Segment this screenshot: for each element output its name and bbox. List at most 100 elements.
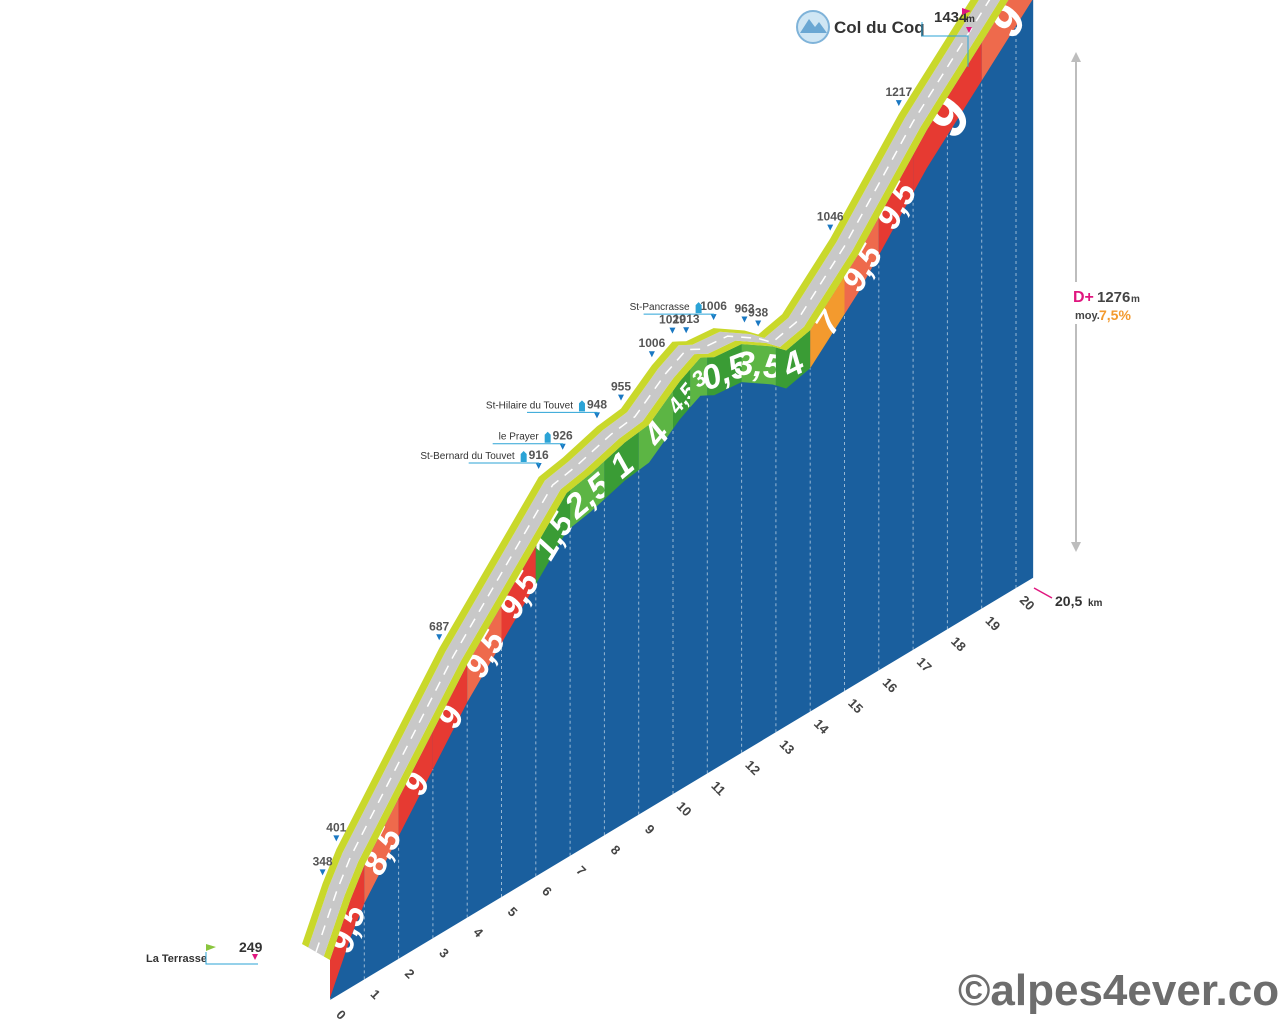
- road-surface: [308, 0, 1001, 957]
- climb-value: 1276: [1097, 289, 1130, 306]
- gradient-segment: [501, 546, 536, 644]
- altitude-marker: [827, 224, 834, 231]
- start-altitude: 249: [239, 939, 263, 955]
- gradient-segment: [432, 664, 468, 770]
- altitude-marker: [683, 327, 690, 334]
- gradient-segment: [638, 390, 673, 471]
- start-label-group: La Terrasse 249: [146, 939, 263, 965]
- km-tick-label: 12: [742, 757, 763, 778]
- km-tick-label: 14: [811, 716, 832, 737]
- km-tick-label: 16: [880, 675, 901, 696]
- place-leader-line: [643, 313, 715, 317]
- climb-unit: m: [1131, 294, 1140, 305]
- km-tick-label: 9: [642, 822, 658, 838]
- village-icon: [578, 400, 585, 412]
- km-tick-label: 8: [608, 842, 624, 858]
- gradient-segment: [604, 432, 639, 500]
- altitude-marker: [319, 869, 326, 876]
- road-centerline: [315, 0, 991, 953]
- climb-stats-bg: [1068, 282, 1144, 324]
- altitude-marker: [617, 394, 624, 401]
- place-name: St-Pancrasse: [630, 302, 690, 313]
- start-name: La Terrasse: [146, 953, 207, 965]
- km-tick-label: 2: [402, 966, 418, 982]
- place-name: St-Hilaire du Touvet: [486, 400, 573, 411]
- km-tick-label: 3: [436, 945, 452, 961]
- km-tick-label: 4: [471, 925, 487, 941]
- gradient-segment: [707, 344, 742, 396]
- altitude-label: 1006: [700, 299, 727, 313]
- km-tick-label: 19: [982, 613, 1003, 634]
- arrow-down-icon: [1071, 542, 1081, 552]
- summit-leader-line: [921, 22, 969, 67]
- altitude-label: 916: [529, 448, 549, 462]
- altitude-marker: [593, 412, 600, 419]
- altitude-label: 955: [611, 380, 631, 394]
- gradient-segment: [741, 344, 776, 386]
- altitude-label: 1046: [817, 210, 844, 224]
- place-name: le Prayer: [499, 432, 540, 443]
- altitude-marker: [710, 314, 717, 321]
- climb-prefix: D+: [1073, 289, 1094, 306]
- km-tick-label: 20: [1017, 592, 1038, 613]
- start-marker-icon: [252, 954, 258, 960]
- altitude-marker: [333, 835, 340, 842]
- gradient-segment: [775, 330, 811, 389]
- profile-face: [330, 0, 1034, 1000]
- distance-marker-line: [1033, 587, 1053, 599]
- km-tick-label: 17: [914, 654, 935, 675]
- place-labels-group: St-Bernard du Touvet le Prayer St-Hilaire …: [420, 302, 715, 466]
- altitude-label: 348: [313, 854, 333, 868]
- km-tick-label: 5: [505, 904, 521, 920]
- climb-stats-group: D+ 1276 m moy. 7,5%: [1068, 52, 1144, 552]
- altitude-marker: [436, 634, 443, 641]
- gradient-segment: [913, 42, 982, 193]
- gradient-segment: [810, 276, 845, 369]
- km-tick-label: 0: [333, 1007, 349, 1023]
- km-tick-label: 13: [777, 737, 798, 758]
- avg-value: 7,5%: [1099, 307, 1131, 323]
- km-tick-label: 18: [948, 634, 969, 655]
- altitude-marker: [755, 320, 762, 327]
- place-leader-line: [526, 411, 598, 415]
- avg-prefix: moy.: [1075, 310, 1100, 322]
- village-icon: [695, 302, 702, 314]
- arrow-up-icon: [1071, 52, 1081, 62]
- summit-altitude-unit: m: [966, 14, 975, 25]
- km-tick-label: 15: [845, 695, 866, 716]
- km-tick-label: 6: [539, 883, 555, 899]
- start-flag-icon: [206, 944, 216, 951]
- summit-name: Col du Coq: [834, 18, 925, 37]
- altitude-label: 1217: [885, 85, 912, 99]
- gradient-segment: [878, 155, 914, 256]
- km-tick-label: 11: [708, 778, 728, 798]
- altitude-marker: [559, 443, 566, 450]
- altitude-label: 926: [553, 429, 573, 443]
- altitude-marker: [895, 100, 902, 107]
- profile-face-group: [330, 0, 1034, 1000]
- km-dash-lines-group: [329, 25, 1017, 1000]
- altitude-label: 1029: [659, 313, 686, 327]
- watermark: ©alpes4ever.com: [958, 966, 1280, 1015]
- km-tick-label: 1: [368, 986, 384, 1002]
- summit-marker-icon: [966, 27, 972, 33]
- place-leader-line: [468, 462, 540, 466]
- summit-flag-icon: [962, 8, 971, 15]
- km-tick-label: 7: [573, 863, 589, 879]
- gradient-segment: [981, 0, 1033, 81]
- gradient-segment: [398, 731, 433, 837]
- gradient-segment: [844, 217, 879, 315]
- summit-altitude: 1434: [934, 9, 968, 26]
- village-icon: [544, 431, 551, 443]
- gradient-segment: [330, 865, 365, 998]
- altitude-label: 963: [734, 302, 754, 316]
- start-leader-line: [205, 952, 258, 965]
- place-name: St-Bernard du Touvet: [420, 451, 515, 462]
- altitude-marker: [741, 316, 748, 323]
- altitude-label: 401: [326, 820, 346, 834]
- gradient-segment: [364, 798, 399, 904]
- gradient-segment: [467, 605, 502, 703]
- altitude-label: 1013: [673, 312, 700, 326]
